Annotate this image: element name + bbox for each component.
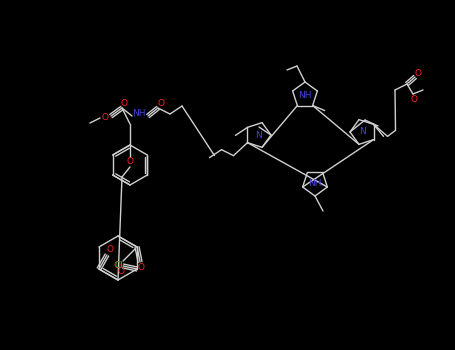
Text: NH: NH: [308, 178, 322, 188]
Text: O: O: [117, 267, 125, 276]
Text: O: O: [106, 245, 113, 254]
Text: O: O: [137, 264, 145, 273]
Text: O: O: [126, 158, 133, 167]
Text: O: O: [101, 113, 108, 122]
Text: NH: NH: [132, 108, 146, 118]
Text: O: O: [415, 70, 421, 78]
Text: N: N: [359, 127, 366, 136]
Text: O: O: [121, 99, 127, 108]
Text: Cl: Cl: [115, 260, 123, 270]
Text: O: O: [157, 99, 165, 108]
Text: NH: NH: [298, 91, 312, 99]
Text: N: N: [255, 131, 261, 140]
Text: O: O: [410, 94, 418, 104]
Text: O: O: [114, 261, 121, 271]
